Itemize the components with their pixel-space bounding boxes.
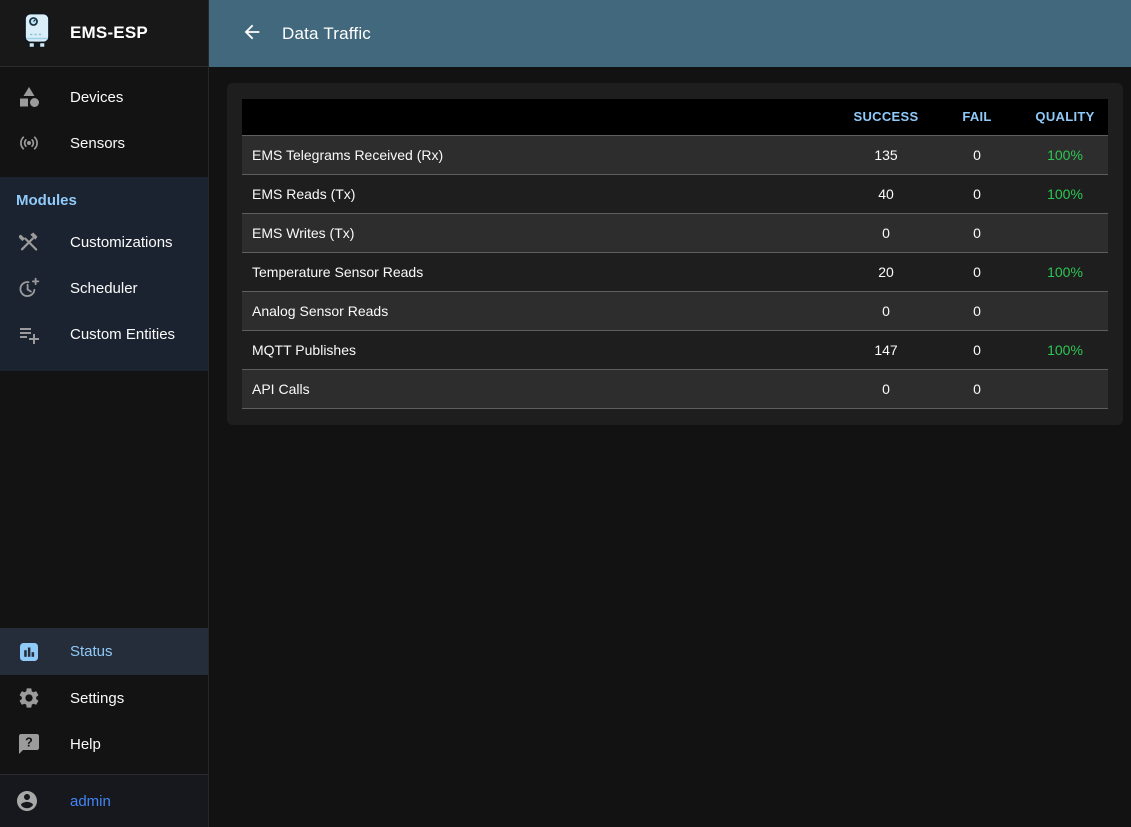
- sidebar-divider: [0, 774, 208, 775]
- fail-value: 0: [973, 263, 981, 280]
- sidebar-item-label: Sensors: [70, 134, 126, 152]
- sidebar-user-admin[interactable]: admin: [0, 775, 208, 827]
- row-label: EMS Writes (Tx): [252, 224, 355, 241]
- table-row: EMS Reads (Tx) 40 0 100%: [242, 174, 1108, 213]
- fail-value: 0: [973, 224, 981, 241]
- sidebar-item-settings[interactable]: Settings: [0, 675, 208, 721]
- fail-value: 0: [973, 341, 981, 358]
- category-icon: [16, 85, 42, 109]
- brand-title: EMS-ESP: [70, 23, 148, 42]
- help-bubble-icon: ?: [16, 732, 42, 756]
- content-area: SUCCESS FAIL QUALITY EMS Telegrams Recei…: [209, 67, 1131, 827]
- main-area: Data Traffic SUCCESS FAIL QUALITY: [209, 0, 1131, 827]
- fail-value: 0: [973, 185, 981, 202]
- sidebar-item-sensors[interactable]: Sensors: [0, 120, 208, 166]
- more-time-icon: [16, 276, 42, 300]
- construction-icon: [16, 230, 42, 254]
- sidebar-modules-section: Modules Customizations: [0, 177, 208, 371]
- sidebar-nav-top: Devices Sensors: [0, 67, 208, 172]
- quality-value: [1022, 291, 1108, 330]
- table-row: MQTT Publishes 147 0 100%: [242, 330, 1108, 369]
- table-row: Analog Sensor Reads 0 0: [242, 291, 1108, 330]
- column-header-fail: FAIL: [962, 109, 992, 125]
- quality-value: 100%: [1047, 185, 1083, 202]
- table-row: EMS Telegrams Received (Rx) 135 0 100%: [242, 135, 1108, 174]
- sidebar-item-status[interactable]: Status: [0, 628, 208, 675]
- quality-value: [1022, 213, 1108, 252]
- table-header: SUCCESS FAIL QUALITY: [242, 99, 1108, 135]
- sidebar-item-label: Devices: [70, 88, 124, 106]
- table-row: EMS Writes (Tx) 0 0: [242, 213, 1108, 252]
- row-label: Temperature Sensor Reads: [252, 263, 424, 280]
- fail-value: 0: [973, 302, 981, 319]
- success-value: 135: [874, 146, 898, 163]
- sidebar-item-label: Status: [70, 643, 113, 660]
- success-value: 0: [882, 302, 890, 319]
- success-value: 147: [874, 341, 898, 358]
- row-label: EMS Telegrams Received (Rx): [252, 146, 444, 163]
- row-label: MQTT Publishes: [252, 341, 356, 358]
- sidebar-item-label: Custom Entities: [70, 325, 176, 343]
- sidebar-item-label: Settings: [70, 689, 125, 707]
- quality-value: 100%: [1047, 263, 1083, 280]
- row-label: EMS Reads (Tx): [252, 185, 356, 202]
- arrow-back-icon: [241, 21, 263, 46]
- playlist-add-icon: [16, 322, 42, 346]
- sidebar-item-label: Customizations: [70, 233, 173, 251]
- quality-value: [1022, 369, 1108, 408]
- data-traffic-card: SUCCESS FAIL QUALITY EMS Telegrams Recei…: [227, 83, 1123, 425]
- fail-value: 0: [973, 146, 981, 163]
- sidebar-item-label: Scheduler: [70, 279, 138, 297]
- sidebar-item-devices[interactable]: Devices: [0, 74, 208, 120]
- sidebar-spacer: [0, 371, 208, 628]
- sidebar: EMS-ESP Devices: [0, 0, 209, 827]
- sensors-icon: [16, 131, 42, 155]
- data-traffic-table: SUCCESS FAIL QUALITY EMS Telegrams Recei…: [242, 99, 1108, 409]
- sidebar-item-scheduler[interactable]: Scheduler: [0, 265, 208, 311]
- boiler-logo-icon: [20, 12, 54, 55]
- table-row: Temperature Sensor Reads 20 0 100%: [242, 252, 1108, 291]
- fail-value: 0: [973, 380, 981, 397]
- account-circle-icon: [14, 789, 40, 813]
- quality-value: 100%: [1047, 146, 1083, 163]
- success-value: 0: [882, 224, 890, 241]
- sidebar-item-customizations[interactable]: Customizations: [0, 219, 208, 265]
- gear-icon: [16, 686, 42, 710]
- column-header-blank: [242, 99, 840, 135]
- svg-text:?: ?: [25, 736, 33, 750]
- traffic-table-body: EMS Telegrams Received (Rx) 135 0 100% E…: [242, 135, 1108, 408]
- success-value: 0: [882, 380, 890, 397]
- back-button[interactable]: [234, 16, 270, 52]
- column-header-success: SUCCESS: [853, 109, 919, 125]
- quality-value: 100%: [1047, 341, 1083, 358]
- row-label: Analog Sensor Reads: [252, 302, 389, 319]
- table-row: API Calls 0 0: [242, 369, 1108, 408]
- modules-section-header: Modules: [16, 192, 77, 209]
- page-title: Data Traffic: [282, 23, 372, 43]
- column-header-quality: QUALITY: [1035, 109, 1095, 125]
- row-label: API Calls: [252, 380, 310, 397]
- success-value: 40: [878, 185, 894, 202]
- brand-header: EMS-ESP: [0, 0, 208, 67]
- sidebar-item-label: Help: [70, 735, 101, 753]
- sidebar-item-custom-entities[interactable]: Custom Entities: [0, 311, 208, 357]
- topbar: Data Traffic: [209, 0, 1131, 67]
- sidebar-item-help[interactable]: ? Help: [0, 721, 208, 767]
- username-label: admin: [70, 792, 111, 810]
- bar-chart-icon: [16, 640, 42, 664]
- success-value: 20: [878, 263, 894, 280]
